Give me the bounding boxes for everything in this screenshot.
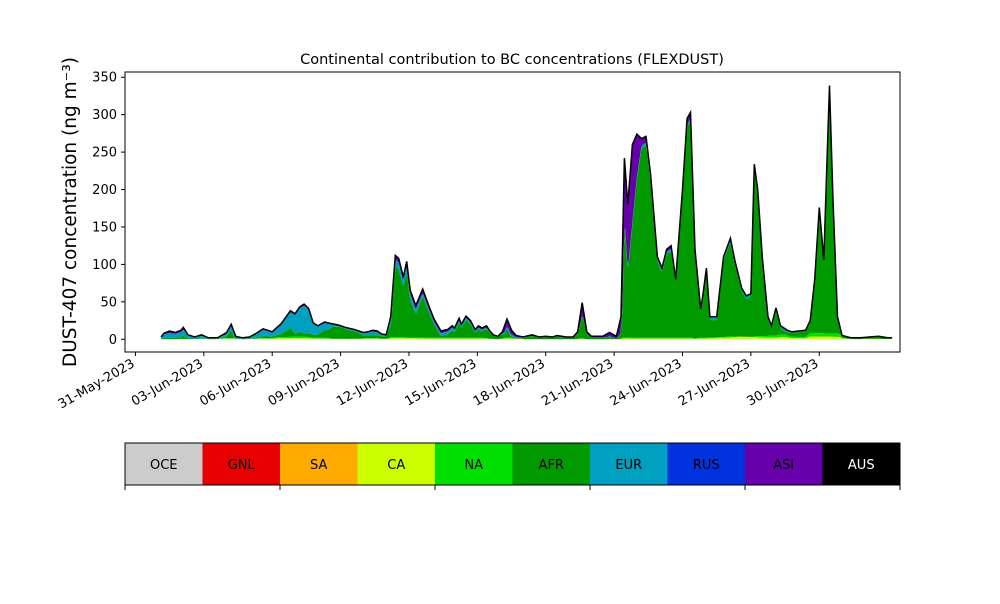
legend-frame xyxy=(124,442,901,486)
area-asi xyxy=(161,102,892,339)
legend-label-sa: SA xyxy=(310,458,327,473)
legend-label-aus: AUS xyxy=(848,458,875,473)
x-tick-label: 27-Jun-2023 xyxy=(676,356,753,409)
legend-swatch-na xyxy=(435,443,513,485)
area-afr xyxy=(161,105,892,340)
x-tick-label: 06-Jun-2023 xyxy=(197,356,274,409)
x-tick-label: 24-Jun-2023 xyxy=(608,356,685,409)
y-tick-label: 50 xyxy=(100,295,117,310)
y-tick-label: 250 xyxy=(92,146,117,161)
legend-label-gnl: GNL xyxy=(228,458,256,473)
x-tick-label: 09-Jun-2023 xyxy=(266,356,343,409)
y-tick-label: 150 xyxy=(92,220,117,235)
legend-swatch-sa xyxy=(280,443,358,485)
area-ca xyxy=(161,336,892,340)
x-axis: 31-May-202303-Jun-202306-Jun-202309-Jun-… xyxy=(56,352,821,412)
area-aus xyxy=(161,102,892,338)
area-na xyxy=(161,332,892,340)
chart-title: Continental contribution to BC concentra… xyxy=(300,52,724,68)
legend-swatch-oce xyxy=(125,443,203,485)
legend-label-eur: EUR xyxy=(615,458,642,473)
legend-colorbar: OCE GNL SA CA NA AFR EUR RUS ASI AUS xyxy=(124,442,901,490)
axes-frame xyxy=(124,71,901,353)
plot-area xyxy=(124,71,901,353)
y-tick-label: 300 xyxy=(92,108,117,123)
x-tick-label: 30-Jun-2023 xyxy=(744,356,821,409)
x-tick-label: 18-Jun-2023 xyxy=(471,356,548,409)
legend-swatch-asi xyxy=(745,443,823,485)
legend-label-rus: RUS xyxy=(693,458,720,473)
area-eur xyxy=(161,103,892,340)
legend-swatch-afr xyxy=(512,443,590,485)
total-line xyxy=(160,85,893,339)
y-tick-label: 0 xyxy=(109,333,117,348)
y-axis: 0 50 100 150 200 250 300 350 xyxy=(92,71,125,348)
legend-swatch-gnl xyxy=(202,443,280,485)
y-axis-label: DUST-407 concentration (ng m⁻³) xyxy=(60,57,81,367)
x-tick-label: 21-Jun-2023 xyxy=(539,356,616,409)
legend-label-asi: ASI xyxy=(773,458,794,473)
legend-swatch-eur xyxy=(590,443,668,485)
area-rus xyxy=(161,103,892,339)
legend-swatch-rus xyxy=(667,443,745,485)
y-tick-label: 350 xyxy=(92,71,117,86)
x-tick-label: 03-Jun-2023 xyxy=(129,356,206,409)
x-tick-label: 15-Jun-2023 xyxy=(403,356,480,409)
y-tick-label: 200 xyxy=(92,183,117,198)
y-tick-label: 100 xyxy=(92,258,117,273)
legend-label-oce: OCE xyxy=(150,458,178,473)
legend-label-na: NA xyxy=(464,458,483,473)
x-tick-label: 12-Jun-2023 xyxy=(334,356,411,409)
legend-label-afr: AFR xyxy=(539,458,564,473)
legend-swatch-ca xyxy=(357,443,435,485)
legend-swatch-aus xyxy=(822,443,900,485)
legend-label-ca: CA xyxy=(387,458,405,473)
